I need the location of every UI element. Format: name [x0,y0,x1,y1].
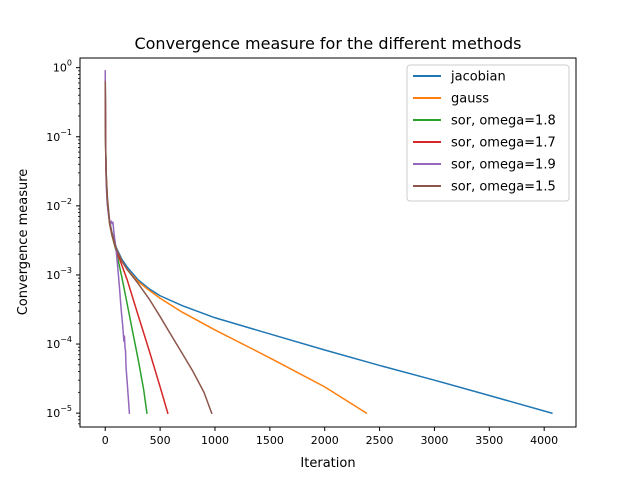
x-tick-label: 4000 [530,434,558,447]
legend-box [406,64,570,202]
chart-title: Convergence measure for the different me… [134,34,521,53]
x-tick-label: 3000 [420,434,448,447]
y-tick-label: 10−3 [46,266,72,282]
x-axis: 0 500 1000 1500 2000 2500 3000 3500 4000 [102,427,558,447]
y-tick-label: 100 [53,59,72,75]
y-axis: 100 10−1 10−2 10−3 10−4 10−5 [46,59,80,425]
legend-label-4: sor, omega=1.9 [451,158,556,173]
y-tick-label: 10−1 [46,128,72,144]
y-tick-label: 10−5 [46,404,72,420]
x-tick-label: 0 [102,434,109,447]
x-tick-label: 1000 [201,434,229,447]
legend-label-5: sor, omega=1.5 [451,180,556,195]
legend-label-3: sor, omega=1.7 [451,136,556,151]
legend-label-0: jacobian [450,70,506,85]
legend-label-2: sor, omega=1.8 [451,114,556,129]
plot-frame [79,57,577,428]
x-tick-label: 2500 [366,434,394,447]
series-line-1 [104,82,368,415]
series-line-3 [104,79,169,415]
legend-label-1: gauss [451,92,489,107]
series-line-5 [104,81,213,415]
y-tick-label: 10−2 [46,197,72,213]
x-tick-label: 500 [150,434,171,447]
legend: jacobian gauss sor, omega=1.8 sor, omega=1.… [406,64,570,202]
x-axis-label: Iteration [300,456,355,471]
plot-lines [104,70,553,415]
series-line-4 [104,70,131,414]
y-tick-label: 10−4 [46,335,72,351]
x-tick-label: 2000 [311,434,339,447]
x-tick-label: 1500 [256,434,284,447]
x-tick-label: 3500 [475,434,503,447]
y-axis-label: Convergence measure [16,169,31,316]
